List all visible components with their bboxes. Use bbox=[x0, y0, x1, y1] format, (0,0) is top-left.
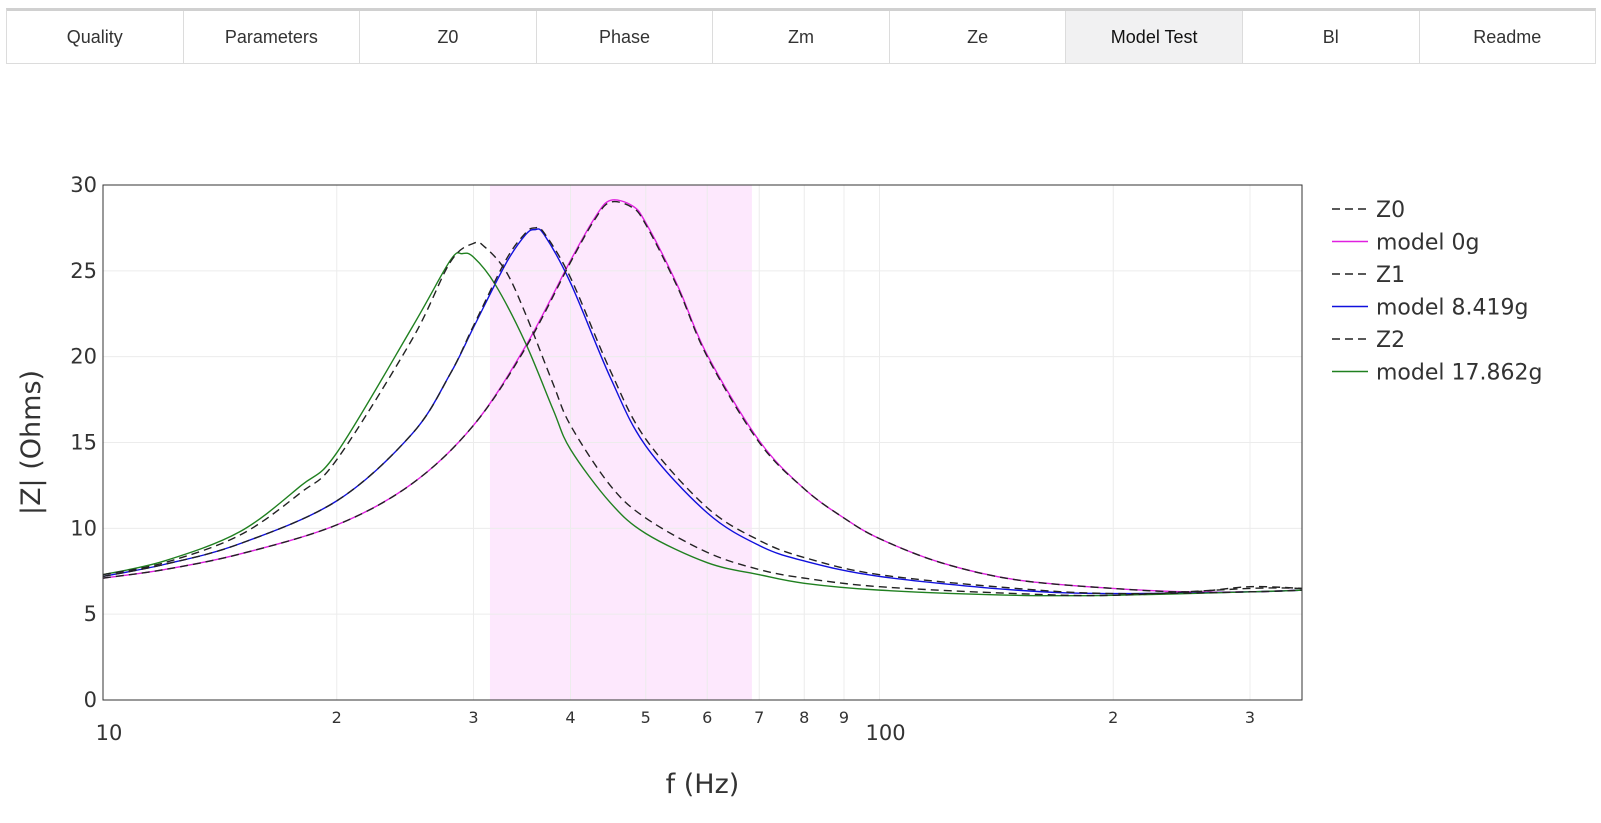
legend-label: model 0g bbox=[1376, 231, 1479, 256]
y-tick-label: 10 bbox=[70, 516, 97, 540]
x-tick-label: 6 bbox=[702, 708, 712, 727]
tab-parameters[interactable]: Parameters bbox=[184, 11, 361, 63]
legend-item[interactable]: Z1 bbox=[1332, 263, 1405, 288]
series-lines bbox=[102, 199, 1303, 597]
x-tick-labels: 10 2 3 4 5 6 7 8 9 100 2 3 bbox=[96, 708, 1255, 745]
legend-label: Z2 bbox=[1376, 328, 1405, 353]
y-tick-label: 0 bbox=[84, 688, 97, 712]
x-tick-label: 2 bbox=[332, 708, 342, 727]
legend-item[interactable]: model 0g bbox=[1332, 231, 1479, 256]
tab-ze[interactable]: Ze bbox=[890, 11, 1067, 63]
legend-label: model 17.862g bbox=[1376, 361, 1542, 386]
x-tick-label: 3 bbox=[1245, 708, 1255, 727]
y-tick-label: 15 bbox=[70, 431, 97, 455]
series-line-z0 bbox=[102, 200, 1303, 593]
legend-item[interactable]: Z0 bbox=[1332, 198, 1405, 223]
x-tick-label: 100 bbox=[865, 721, 905, 745]
x-tick-label: 5 bbox=[641, 708, 651, 727]
series-line-z2 bbox=[102, 241, 1303, 597]
tab-zm[interactable]: Zm bbox=[713, 11, 890, 63]
tab-readme[interactable]: Readme bbox=[1473, 26, 1542, 47]
y-tick-label: 20 bbox=[70, 345, 97, 369]
tab-model-test[interactable]: Model Test bbox=[1066, 11, 1243, 63]
y-tick-label: 30 bbox=[70, 173, 97, 197]
y-tick-label: 25 bbox=[70, 259, 97, 283]
legend-item[interactable]: Z2 bbox=[1332, 328, 1405, 353]
tab-phase[interactable]: Phase bbox=[537, 11, 714, 63]
x-tick-label: 4 bbox=[565, 708, 575, 727]
legend-item[interactable]: model 17.862g bbox=[1332, 361, 1542, 386]
y-axis-label: |Z| (Ohms) bbox=[16, 370, 47, 515]
tab-quality[interactable]: Quality bbox=[7, 11, 184, 63]
legend-item[interactable]: model 8.419g bbox=[1332, 296, 1528, 321]
tab-bar: Quality Parameters Z0 Phase Zm Ze Model Test Bl… bbox=[6, 8, 1596, 64]
legend: Z0 model 0g Z1 model 8.419g Z2 model 17.862g bbox=[1332, 198, 1542, 386]
y-tick-label: 5 bbox=[84, 602, 97, 626]
legend-label: Z0 bbox=[1376, 198, 1405, 223]
tab-z0[interactable]: Z0 bbox=[360, 11, 537, 63]
legend-label: model 8.419g bbox=[1376, 296, 1528, 321]
x-tick-label: 10 bbox=[96, 721, 123, 745]
x-tick-label: 2 bbox=[1108, 708, 1118, 727]
y-tick-labels: 0 5 10 15 20 25 30 bbox=[70, 173, 97, 712]
x-tick-label: 3 bbox=[468, 708, 478, 727]
tab-bl[interactable]: Bl bbox=[1243, 11, 1420, 63]
x-axis-label: f (Hz) bbox=[666, 769, 740, 800]
x-tick-label: 8 bbox=[799, 708, 809, 727]
series-line-model-17-862g bbox=[102, 252, 1303, 597]
legend-label: Z1 bbox=[1376, 263, 1405, 288]
plot-frame bbox=[102, 184, 1303, 701]
series-line-z1 bbox=[102, 226, 1303, 595]
x-tick-label: 9 bbox=[839, 708, 849, 727]
x-tick-label: 7 bbox=[754, 708, 764, 727]
